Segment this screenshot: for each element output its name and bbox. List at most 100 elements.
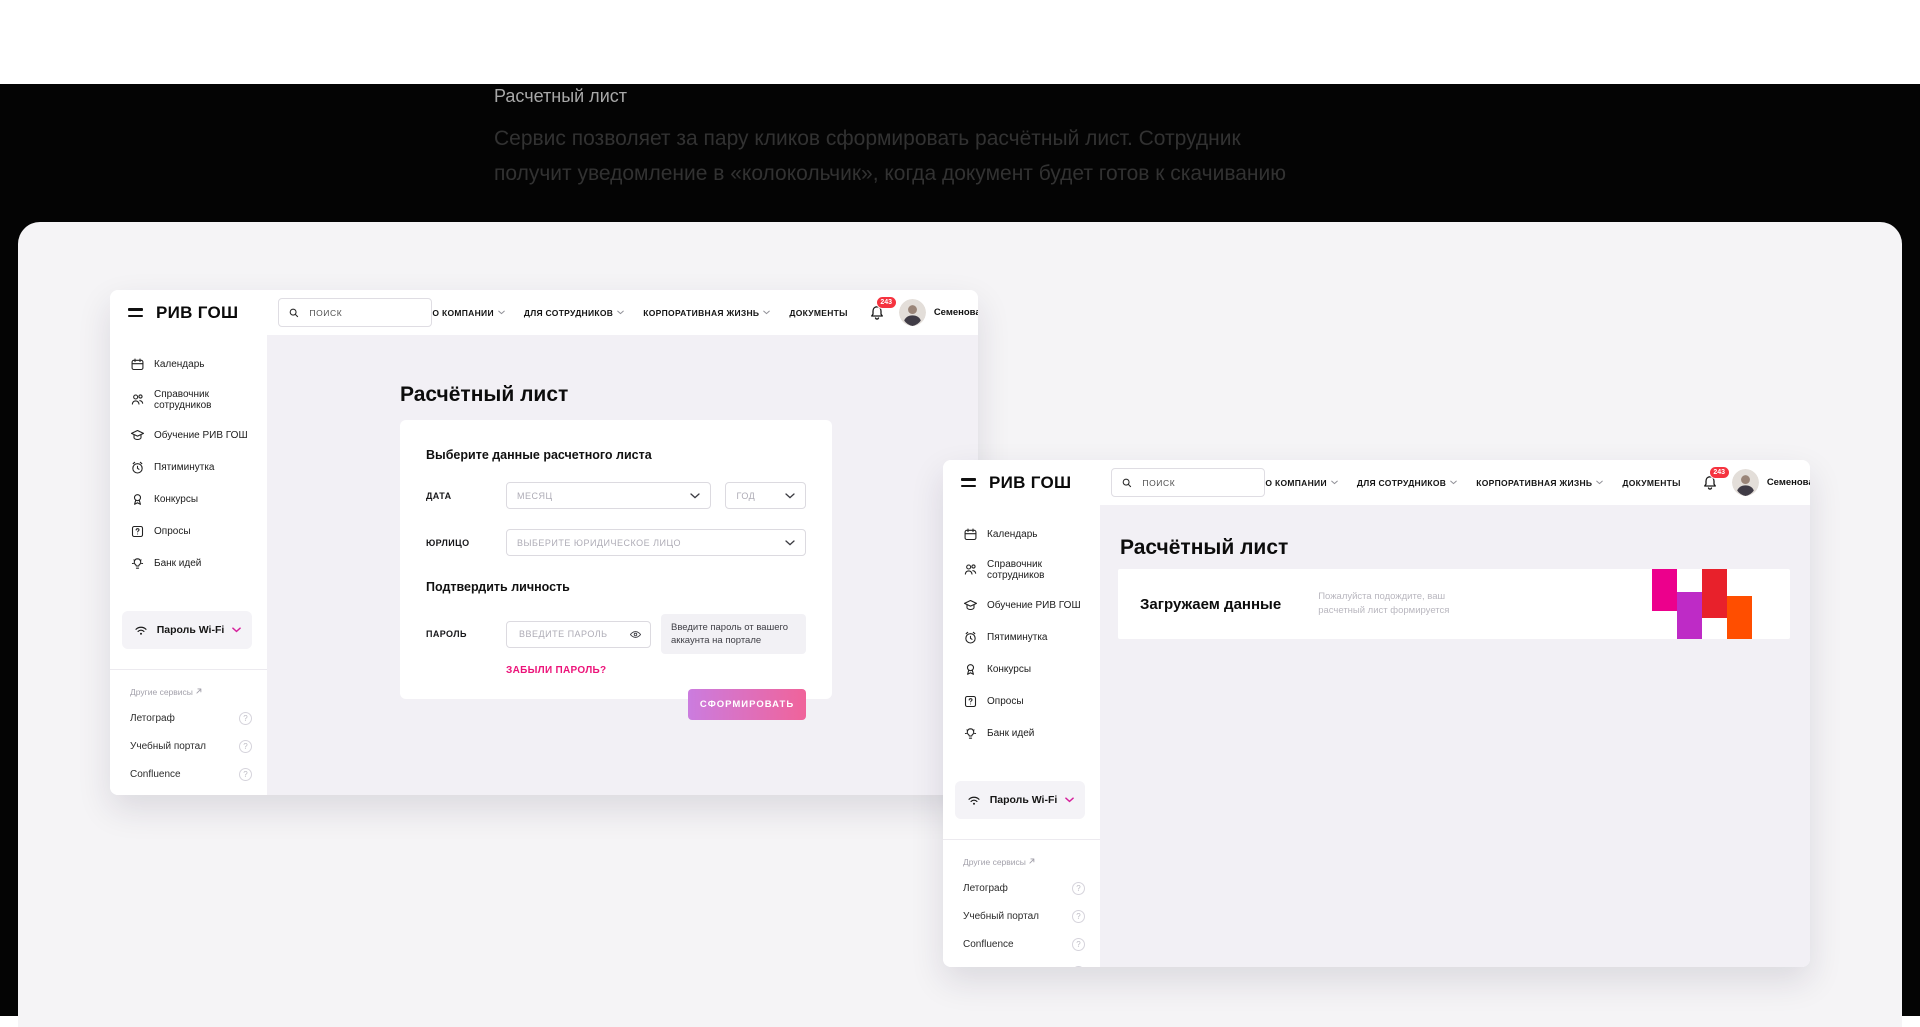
forgot-password-link[interactable]: ЗАБЫЛИ ПАРОЛЬ? [506,665,607,676]
help-circle-icon: ? [239,711,252,725]
sidebar-item-calendar[interactable]: Календарь [110,348,267,380]
confirm-identity-title: Подтвердить личность [426,580,570,594]
main-content: Расчётный лист Загружаем данные Пожалуйс… [1100,505,1810,967]
notifications-button[interactable]: 243 [868,295,897,322]
nav-documents[interactable]: ДОКУМЕНТЫ [789,307,848,318]
date-row: ДАТА МЕСЯЦ ГОД [426,482,806,509]
top-nav: О КОМПАНИИ ДЛЯ СОТРУДНИКОВ КОРПОРАТИВНАЯ… [1265,478,1680,488]
survey-icon [131,525,144,537]
other-services-label: Другие сервисы [963,857,1100,867]
service-link-buffer-base[interactable]: Буферная база ? [963,958,1085,967]
password-hint: Введите пароль от вашего аккаунта на пор… [661,614,806,654]
entity-label: ЮРЛИЦО [426,537,470,548]
date-label: ДАТА [426,490,452,501]
menu-toggle-button[interactable] [128,308,143,317]
wifi-icon [135,626,147,635]
user-avatar[interactable] [898,299,926,326]
employees-icon [964,564,977,575]
sidebar-item-education[interactable]: Обучение РИВ ГОШ [943,589,1100,621]
nav-documents[interactable]: ДОКУМЕНТЫ [1622,477,1681,488]
year-select[interactable]: ГОД [725,482,806,509]
nav-for-employees[interactable]: ДЛЯ СОТРУДНИКОВ [524,308,625,318]
nav-about-company[interactable]: О КОМПАНИИ [1265,478,1338,488]
sidebar: Календарь Справочник сотрудников Обучени… [943,505,1100,967]
chevron-down-icon [763,310,771,315]
external-link-icon [1029,858,1035,864]
wifi-icon [968,796,980,805]
sidebar-item-surveys[interactable]: Опросы [110,515,267,547]
help-circle-icon: ? [1072,937,1085,951]
chevron-down-icon [785,539,795,545]
notifications-button[interactable]: 243 [1701,465,1730,492]
password-label: ПАРОЛЬ [426,629,467,639]
payslip-form-card: Выберите данные расчетного листа ДАТА МЕ… [400,420,832,720]
timer-icon [965,631,976,644]
idea-icon [131,557,144,569]
sidebar-item-contests[interactable]: Конкурсы [943,653,1100,685]
sidebar-item-surveys[interactable]: Опросы [943,685,1100,717]
service-link-learning-portal[interactable]: Учебный портал ? [963,902,1085,930]
nav-corporate-life[interactable]: КОРПОРАТИВНАЯ ЖИЗНЬ [1476,478,1604,488]
app-header: РИВ ГОШ О КОМПАНИИ ДЛЯ СОТРУДНИКОВ КОРПО… [110,290,978,335]
search-box[interactable] [1111,468,1266,497]
password-field[interactable] [506,620,651,648]
search-icon [290,308,299,317]
page-title: Расчётный лист [1120,536,1289,559]
chevron-down-icon [1065,797,1075,803]
service-link-learning-portal[interactable]: Учебный портал ? [130,732,252,760]
service-link-confluence[interactable]: Confluence ? [963,930,1085,958]
service-link-letograf[interactable]: Летограф ? [130,704,252,732]
sidebar-item-calendar[interactable]: Календарь [943,518,1100,550]
sidebar-item-employee-directory[interactable]: Справочник сотрудников [110,380,267,419]
other-services-label: Другие сервисы [130,687,267,697]
other-services-section: Другие сервисы Летограф ? Учебный портал… [943,840,1100,967]
month-select[interactable]: МЕСЯЦ [506,482,712,509]
notification-badge: 243 [1708,465,1730,479]
external-link-icon [196,688,202,694]
survey-icon [964,695,977,707]
wifi-password-button[interactable]: Пароль Wi-Fi [955,781,1085,819]
window-payslip-form: РИВ ГОШ О КОМПАНИИ ДЛЯ СОТРУДНИКОВ КОРПО… [110,290,978,795]
help-circle-icon: ? [1072,965,1085,967]
education-icon [963,599,978,610]
sidebar-item-five-minutes[interactable]: Пятиминутка [943,621,1100,653]
user-avatar[interactable] [1731,469,1759,496]
chevron-down-icon [232,627,242,633]
form-section-title: Выберите данные расчетного листа [426,448,652,462]
sidebar-item-education[interactable]: Обучение РИВ ГОШ [110,419,267,451]
search-input[interactable] [307,306,423,319]
sidebar-item-contests[interactable]: Конкурсы [110,483,267,515]
nav-corporate-life[interactable]: КОРПОРАТИВНАЯ ЖИЗНЬ [643,308,771,318]
hero-title: Расчетный лист [494,86,627,106]
hero-text-block: Расчетный лист Сервис позволяет за пару … [494,84,1286,191]
other-services-section: Другие сервисы Летограф ? Учебный портал… [110,670,267,795]
service-link-buffer-base[interactable]: Буферная база ? [130,788,252,795]
eye-icon[interactable] [629,628,642,641]
loading-title: Загружаем данные [1140,595,1282,613]
password-input[interactable] [517,628,629,640]
loader-block-pink [1652,569,1677,611]
search-box[interactable] [278,298,433,327]
password-row: ПАРОЛЬ Введите пароль от вашего аккаунта… [426,614,806,654]
service-link-confluence[interactable]: Confluence ? [130,760,252,788]
chevron-down-icon [498,310,505,315]
generate-button[interactable]: СФОРМИРОВАТЬ [688,689,806,720]
chevron-down-icon [617,310,625,315]
nav-about-company[interactable]: О КОМПАНИИ [432,308,505,318]
user-name: Семенова А.Л. [1766,477,1810,488]
sidebar-item-idea-bank[interactable]: Банк идей [110,547,267,579]
sidebar-item-employee-directory[interactable]: Справочник сотрудников [943,550,1100,589]
sidebar-divider [110,669,267,670]
search-input[interactable] [1140,476,1256,489]
menu-toggle-button[interactable] [961,478,976,487]
education-icon [130,429,145,440]
nav-for-employees[interactable]: ДЛЯ СОТРУДНИКОВ [1357,478,1458,488]
service-link-letograf[interactable]: Летограф ? [963,874,1085,902]
wifi-password-button[interactable]: Пароль Wi-Fi [122,611,252,649]
loader-block-orange [1727,596,1752,639]
sidebar-item-five-minutes[interactable]: Пятиминутка [110,451,267,483]
sidebar-item-idea-bank[interactable]: Банк идей [943,717,1100,749]
main-content: Расчётный лист Выберите данные расчетног… [267,335,978,795]
legal-entity-select[interactable]: ВЫБЕРИТЕ ЮРИДИЧЕСКОЕ ЛИЦО [506,529,806,556]
